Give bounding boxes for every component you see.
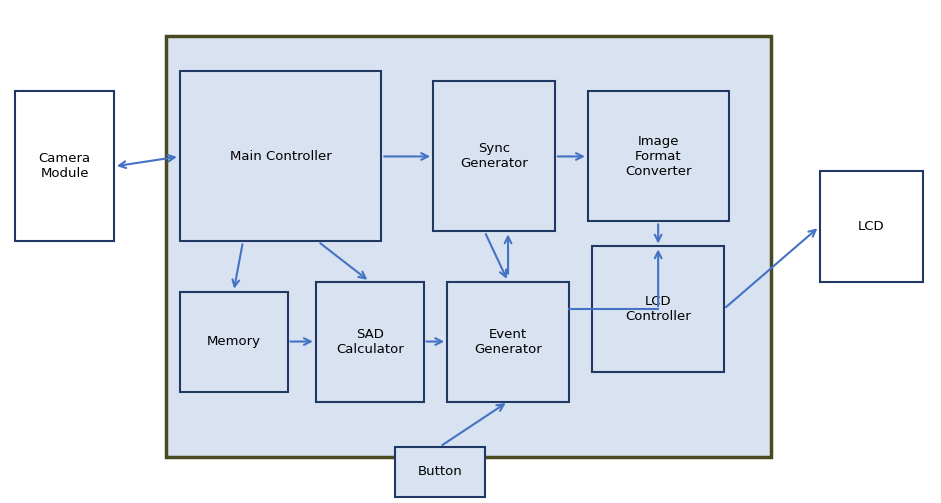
Bar	[180, 292, 288, 391]
Text: Button: Button	[418, 465, 462, 478]
Bar	[166, 36, 771, 457]
Text: LCD
Controller: LCD Controller	[625, 295, 691, 323]
Text: Memory: Memory	[207, 335, 261, 348]
Bar	[15, 92, 114, 241]
Text: SAD
Calculator: SAD Calculator	[336, 327, 404, 356]
Bar	[447, 282, 569, 401]
Text: Event
Generator: Event Generator	[474, 327, 542, 356]
Bar	[433, 81, 555, 231]
Text: Main Controller: Main Controller	[230, 150, 331, 163]
Text: Image
Format
Converter: Image Format Converter	[625, 135, 692, 178]
Bar	[593, 246, 724, 372]
Text: LCD: LCD	[858, 220, 885, 233]
Bar	[820, 172, 923, 282]
Bar	[395, 447, 485, 496]
Bar	[588, 92, 728, 221]
Bar	[315, 282, 423, 401]
Text: Camera
Module: Camera Module	[39, 152, 90, 181]
Text: Sync
Generator: Sync Generator	[460, 142, 528, 171]
Bar	[180, 71, 381, 241]
